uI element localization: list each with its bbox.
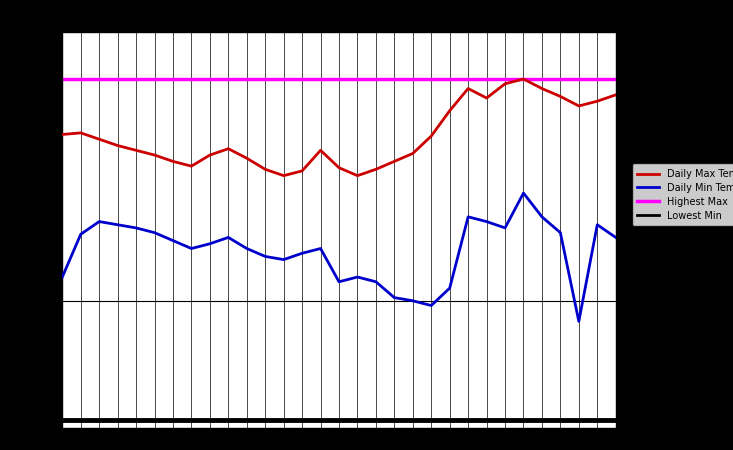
Legend: Daily Max Temp, Daily Min Temp, Highest Max, Lowest Min: Daily Max Temp, Daily Min Temp, Highest … bbox=[632, 163, 733, 226]
